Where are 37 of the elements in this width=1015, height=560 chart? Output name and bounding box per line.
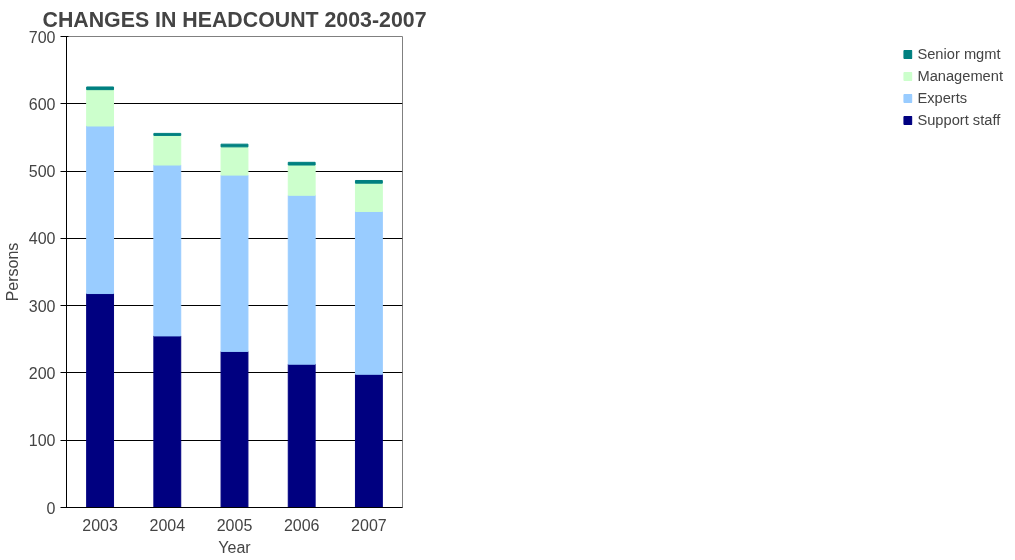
bar bbox=[220, 174, 249, 352]
legend-label: Experts bbox=[917, 90, 968, 106]
y-tick-label: 500 bbox=[28, 163, 56, 181]
bar bbox=[153, 164, 182, 337]
bar bbox=[153, 335, 182, 508]
x-axis-title: Year bbox=[218, 538, 252, 556]
y-tick-label: 600 bbox=[28, 95, 56, 113]
y-tick-label: 0 bbox=[46, 499, 56, 517]
bar bbox=[287, 164, 316, 196]
y-axis-title: Persons bbox=[3, 242, 21, 302]
bar bbox=[287, 161, 316, 166]
bar bbox=[153, 134, 182, 166]
bar bbox=[220, 146, 249, 176]
bar bbox=[86, 89, 115, 127]
bar bbox=[354, 182, 383, 212]
legend-label: Management bbox=[917, 68, 1003, 84]
y-tick-label: 300 bbox=[28, 297, 56, 315]
bar bbox=[220, 350, 249, 508]
legend-label: Senior mgmt bbox=[917, 46, 1001, 62]
bar bbox=[354, 179, 383, 184]
bar bbox=[354, 210, 383, 375]
y-tick-label: 100 bbox=[28, 432, 56, 450]
y-tick-label: 400 bbox=[28, 230, 56, 248]
bar bbox=[354, 373, 383, 508]
x-tick-label: 2004 bbox=[149, 516, 186, 534]
bar bbox=[86, 293, 115, 508]
bar bbox=[86, 125, 115, 295]
x-tick-label: 2003 bbox=[82, 516, 118, 534]
bar bbox=[153, 132, 182, 136]
x-tick-label: 2007 bbox=[351, 516, 387, 534]
x-tick-label: 2006 bbox=[283, 516, 320, 534]
x-tick-label: 2005 bbox=[216, 516, 253, 534]
bar bbox=[86, 86, 115, 91]
legend-label: Support staff bbox=[917, 112, 1001, 128]
bar bbox=[287, 363, 316, 508]
bar bbox=[287, 194, 316, 365]
y-tick-label: 200 bbox=[28, 364, 56, 382]
